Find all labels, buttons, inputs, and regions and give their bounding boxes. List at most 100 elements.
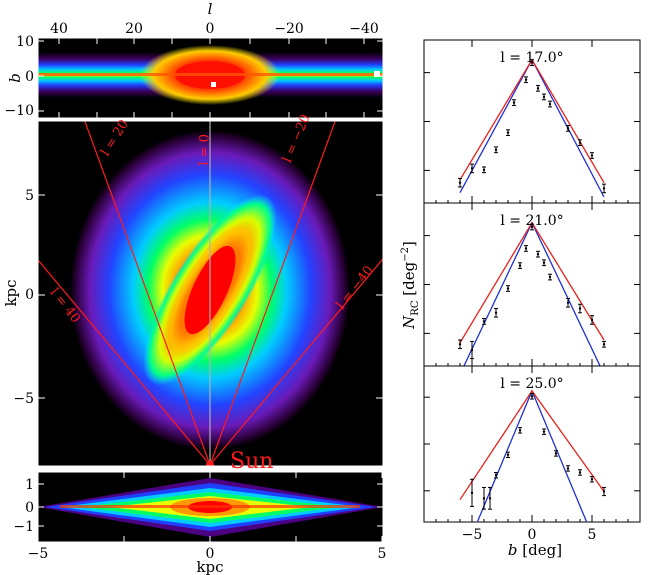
data-point bbox=[566, 301, 570, 304]
profile-panel-3: l = 25.0° bbox=[423, 365, 641, 523]
sky-xtick-2: 20 bbox=[125, 21, 143, 37]
data-point bbox=[458, 343, 462, 346]
data-point bbox=[518, 264, 522, 267]
data-point bbox=[530, 395, 534, 398]
data-point bbox=[518, 429, 522, 432]
face-ytick-2: 0 bbox=[25, 287, 34, 303]
face-ytick-3: −5 bbox=[13, 391, 34, 407]
face-on-panel: l = 20 l = 0 l = −20 l = 40 l = −40 Sun … bbox=[2, 112, 384, 474]
profile-xtick-label: −5 bbox=[462, 527, 483, 543]
data-point bbox=[494, 474, 498, 477]
sky-xtick-5: −40 bbox=[349, 21, 379, 37]
data-point bbox=[602, 490, 606, 493]
sky-ytick-2: 0 bbox=[25, 69, 34, 85]
profile-xlabel: b [deg] bbox=[508, 541, 562, 559]
data-point bbox=[548, 275, 552, 279]
data-point bbox=[524, 78, 528, 81]
data-point bbox=[482, 168, 486, 172]
profile-title: l = 25.0° bbox=[500, 376, 563, 392]
data-point bbox=[536, 252, 540, 256]
face-ytick-1: 5 bbox=[25, 188, 34, 204]
data-point bbox=[542, 261, 546, 264]
side-ytick-1: 1 bbox=[25, 477, 34, 493]
data-point bbox=[482, 320, 486, 323]
data-point bbox=[566, 127, 570, 130]
model-red-line bbox=[459, 221, 605, 344]
side-xtick-3: 5 bbox=[378, 546, 387, 562]
sky-ytick-1: 10 bbox=[16, 34, 34, 50]
profile-ylabel: NRC [deg−2] bbox=[400, 241, 421, 330]
sky-tick-marks bbox=[38, 38, 383, 118]
data-point bbox=[512, 101, 516, 104]
profile-title: l = 17.0° bbox=[500, 50, 563, 66]
sky-xtick-4: −20 bbox=[274, 21, 304, 37]
sky-mask-b bbox=[374, 71, 380, 77]
side-xtick-2: 0 bbox=[206, 546, 215, 562]
profile-plot-area bbox=[458, 58, 606, 198]
data-point bbox=[554, 452, 558, 455]
face-ylabel: kpc bbox=[2, 279, 20, 306]
data-point bbox=[578, 471, 582, 474]
data-point bbox=[494, 148, 498, 152]
data-point bbox=[482, 497, 486, 500]
data-point bbox=[470, 491, 474, 495]
sightlines bbox=[38, 121, 383, 466]
face-tick-marks bbox=[38, 194, 383, 399]
data-point bbox=[542, 430, 546, 433]
side-xtick-1: −5 bbox=[28, 546, 49, 562]
data-point bbox=[602, 187, 606, 190]
sun-label: Sun bbox=[230, 449, 273, 474]
data-point bbox=[530, 225, 534, 229]
sky-xtick-1: 40 bbox=[50, 21, 68, 37]
sky-projection-panel: l b 40 20 0 −20 −40 10 0 −10 bbox=[4, 0, 384, 119]
face-panel-frame bbox=[37, 120, 384, 467]
data-point bbox=[470, 167, 474, 170]
data-point bbox=[578, 307, 582, 310]
data-point bbox=[530, 61, 534, 64]
side-on-panel: 1 0 −1 −5 0 5 kpc bbox=[13, 471, 387, 575]
data-point bbox=[548, 102, 552, 106]
data-point bbox=[590, 478, 594, 481]
sky-xlabel: l bbox=[208, 0, 213, 18]
profile-panel-2: l = 21.0° bbox=[423, 202, 641, 367]
data-point bbox=[506, 287, 510, 290]
data-point bbox=[536, 87, 540, 90]
model-red-line bbox=[459, 389, 605, 501]
data-point bbox=[578, 141, 582, 144]
sightline bbox=[209, 257, 383, 466]
profile-panel-1: l = 17.0° bbox=[423, 39, 641, 204]
data-point bbox=[494, 311, 498, 315]
profile-frame bbox=[423, 39, 641, 204]
data-point bbox=[524, 247, 528, 250]
sun-marker bbox=[206, 461, 214, 466]
profile-plot-area bbox=[459, 389, 606, 522]
side-xlabel: kpc bbox=[196, 558, 223, 575]
profile-xtick-label: 5 bbox=[588, 527, 597, 543]
data-point bbox=[566, 467, 570, 470]
data-point bbox=[458, 181, 462, 184]
sky-xtick-3: 0 bbox=[206, 21, 215, 37]
profile-title: l = 21.0° bbox=[500, 213, 563, 229]
data-point bbox=[542, 95, 546, 99]
side-midplane bbox=[60, 505, 360, 508]
profile-xtick-label: 0 bbox=[528, 527, 537, 543]
sightline-label-l0: l = 0 bbox=[196, 134, 212, 166]
profile-panels: NRC [deg−2] b [deg] l = 17.0° l = 21.0° l … bbox=[400, 39, 641, 559]
data-point bbox=[488, 497, 492, 500]
sky-mask-a bbox=[211, 82, 216, 87]
data-point bbox=[590, 154, 594, 157]
side-ytick-2: 0 bbox=[25, 500, 34, 516]
sightline bbox=[84, 121, 211, 466]
sightline bbox=[209, 121, 336, 466]
side-tick-marks bbox=[37, 472, 383, 542]
sky-ylabel: b bbox=[6, 73, 24, 83]
profile-plot-area bbox=[458, 221, 606, 366]
data-point bbox=[590, 318, 594, 322]
data-point bbox=[506, 131, 510, 134]
sky-midplane bbox=[38, 73, 383, 76]
data-point bbox=[470, 348, 474, 352]
sky-ytick-3: −10 bbox=[4, 103, 34, 119]
sightline bbox=[38, 259, 211, 466]
side-ytick-3: −1 bbox=[13, 519, 34, 535]
